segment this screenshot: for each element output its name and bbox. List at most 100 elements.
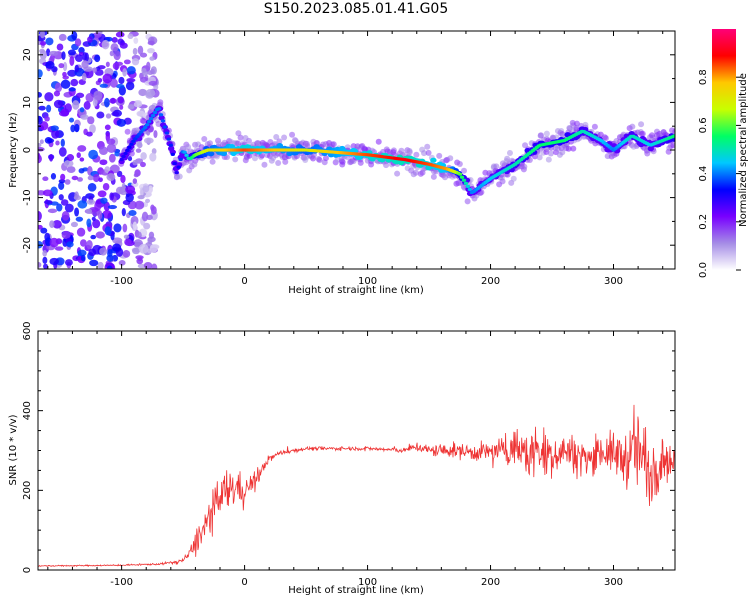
spectrogram-noise-cell [92, 98, 98, 107]
snr-panel: -100 0 100 200 300 0 200 400 600 Height of stra… [8, 321, 676, 596]
spectrogram-noise-cell [38, 224, 43, 230]
spectrogram-noise-cell [61, 230, 71, 240]
spectrogram-halo-cell [185, 143, 192, 150]
y-tick-label: -20 [22, 237, 33, 253]
spectrogram-halo-cell [201, 136, 208, 143]
spectrogram-noise-cell [50, 125, 59, 132]
spectrogram-noise-cell [150, 204, 155, 211]
spectrogram-noise-cell [112, 62, 120, 70]
spectrogram-noise-cell [147, 40, 155, 46]
y-tick-label: 400 [22, 401, 33, 420]
spectrogram-noise-cell [46, 104, 52, 113]
spectrogram-noise-cell [87, 183, 97, 192]
spectrogram-noise-cell [118, 260, 126, 266]
spectrogram-ridge-core [467, 187, 473, 192]
spectrogram-noise-cell [95, 231, 105, 239]
spectrogram-halo-cell [246, 152, 253, 159]
spectrogram-noise-cell [149, 244, 158, 253]
spectrogram-noise-cell [147, 70, 154, 76]
spectrogram-noise-cell [72, 100, 80, 110]
spectrogram-ridge-core [135, 134, 140, 139]
spectrogram-noise-cell [56, 203, 63, 212]
colorbar-label: Normalized spectral amplitude [738, 73, 749, 227]
spectrogram-halo-cell [424, 143, 431, 150]
spectrogram-halo-cell [493, 163, 500, 170]
spectrogram-noise-cell [61, 51, 66, 60]
spectrogram-halo-cell [375, 138, 382, 145]
spectrogram-noise-cell [104, 124, 111, 131]
spectrogram-halo-cell [214, 153, 221, 160]
spectrogram-noise-cell [137, 45, 144, 55]
spectrogram-noise-cell [40, 227, 48, 234]
spectrogram-noise-cell [79, 107, 85, 113]
spectrogram-noise-cell [106, 254, 114, 262]
spectrogram-noise-cell [127, 104, 135, 110]
spectrogram-noise-cell [128, 210, 137, 217]
spectrogram-noise-cell [78, 47, 85, 54]
spectrogram-noise-cell [116, 170, 123, 178]
spectrogram-halo-cell [591, 123, 598, 130]
spectrogram-noise-cell [148, 80, 158, 86]
spectrogram-noise-cell [132, 247, 141, 255]
spectrogram-halo-cell [521, 163, 528, 170]
spectrogram-noise-cell [74, 64, 80, 73]
snr-series-line [38, 404, 675, 568]
spectrogram-noise-cell [76, 177, 83, 182]
spectrogram-ridge-core [141, 128, 146, 132]
spectrogram-noise-cell [113, 223, 122, 233]
spectrogram-noise-cell [58, 110, 69, 117]
spectrogram-ridge-core [174, 171, 179, 175]
spectrogram-noise-cell [68, 87, 76, 92]
spectrogram-noise-cell [121, 208, 126, 217]
spectrogram-noise-cell [148, 185, 153, 194]
spectrogram-halo-cell [553, 134, 560, 141]
spectrogram-halo-cell [510, 175, 517, 182]
spectrogram-noise-cell [43, 199, 53, 205]
spectrogram-noise-cell [40, 41, 47, 46]
spectrogram-noise-cell [112, 243, 122, 252]
spectrogram-ridge-core [178, 157, 183, 162]
spectrogram-halo-cell [135, 140, 142, 147]
spectrogram-noise-cell [58, 33, 67, 42]
spectrogram-noise-cell [149, 152, 157, 162]
spectrogram-x-axis: -100 0 100 200 300 [47, 31, 664, 287]
spectrogram-noise-cell [85, 93, 94, 103]
spectrogram-noise-cell [113, 50, 121, 61]
colorbar: 0.0 0.2 0.4 0.6 0.8 Normalized spectral ampl… [698, 29, 749, 278]
spectrogram-noise-cell [44, 92, 54, 102]
spectrogram-ridge-core [182, 150, 187, 154]
spectrogram-halo-cell [536, 154, 543, 161]
spectrogram-halo-cell [322, 155, 329, 162]
spectrogram-noise-cell [63, 160, 74, 168]
spectrogram-noise-cell [81, 72, 87, 82]
colorbar-tick-label: 0.2 [698, 214, 709, 230]
spectrogram-noise-cell [99, 247, 108, 256]
spectrogram-noise-cell [38, 262, 42, 268]
colorbar-gradient [712, 29, 736, 270]
spectrogram-marks [38, 31, 675, 269]
y-tick-label: -10 [22, 189, 33, 205]
spectrogram-noise-cell [70, 78, 79, 87]
spectrogram-noise-cell [125, 185, 136, 194]
spectrogram-noise-cell [64, 259, 73, 266]
spectrogram-noise-cell [140, 152, 147, 160]
spectrogram-noise-cell [80, 114, 89, 120]
spectrogram-noise-cell [94, 69, 104, 76]
spectrogram-noise-cell [99, 159, 108, 166]
spectrogram-ridge-outer [158, 115, 165, 121]
spectrogram-noise-cell [138, 88, 148, 97]
spectrogram-noise-cell [106, 173, 116, 182]
x-tick-label: 300 [604, 276, 623, 287]
spectrogram-noise-cell [132, 159, 138, 166]
spectrogram-noise-cell [104, 166, 111, 174]
spectrogram-ridge-core [150, 113, 156, 118]
spectrogram-ridge-outer [430, 157, 437, 163]
spectrogram-noise-cell [86, 199, 96, 205]
spectrogram-halo-cell [648, 132, 655, 139]
spectrogram-noise-cell [42, 176, 49, 182]
spectrogram-noise-cell [42, 189, 53, 197]
spectrogram-halo-cell [276, 138, 283, 145]
spectrogram-ridge-outer [207, 151, 215, 157]
spectrogram-ridge-core [152, 110, 158, 115]
